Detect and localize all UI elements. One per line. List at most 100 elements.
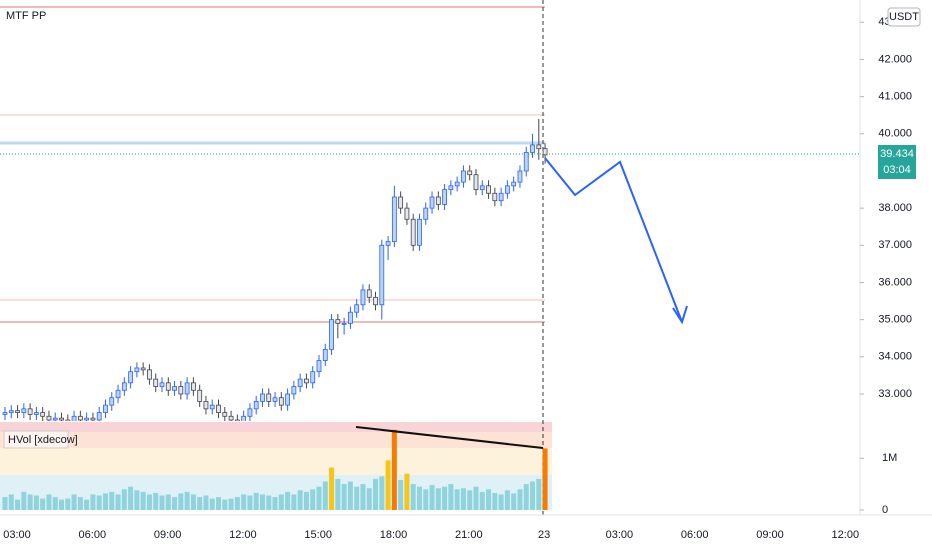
volume-bar [442,486,448,510]
candle-body [247,408,253,417]
volume-bar [109,491,115,510]
candle-body [96,412,102,421]
candle-body [34,412,39,415]
candle-body [260,393,265,402]
x-tick-label: 09:00 [154,529,182,541]
volume-bar [59,499,65,510]
volume-bar [479,491,485,510]
y-tick-label: 36.000 [878,276,912,288]
candle-body [486,185,491,194]
volume-bar [8,494,14,510]
candle-body [404,207,410,220]
y-tick-label: 37.000 [878,239,912,251]
volume-bar [347,481,353,510]
volume-bar [203,495,209,510]
candle-body [448,185,454,190]
candle-body [461,170,466,183]
trend-line [355,426,544,449]
volume-bar [21,491,27,510]
candle-body [71,415,77,421]
candle-body [498,192,504,202]
volume-bar [542,448,548,510]
volume-bar [391,429,397,510]
candle-body [15,410,20,413]
candle-body [222,412,228,417]
price-label-box [878,145,916,179]
volume-bar [40,498,46,510]
candle-body [90,417,96,421]
candle-body [410,218,416,246]
volume-bar [247,495,253,510]
volume-bar [259,494,265,510]
volume-bar [102,493,108,510]
candle-body [341,322,347,325]
volume-bar [530,481,536,510]
volume-bar [15,499,21,510]
band [0,432,552,448]
candle-body [216,404,221,413]
volume-bar [373,478,379,510]
volume-bar [285,491,291,510]
volume-bar [341,484,347,510]
volume-bar [454,489,460,510]
candle-body [379,244,385,306]
currency-box[interactable] [887,7,921,27]
candle-body [52,417,58,421]
volume-bar [71,494,77,510]
candle-body [385,241,391,246]
volume-bar [241,494,247,510]
volume-bar [159,495,165,510]
candle-body [147,369,152,380]
indicator-label: HVol [xdecow] [8,434,78,446]
candle-body [391,196,397,242]
candle-body [266,393,272,402]
volume-bar [360,484,366,510]
volume-bar [486,489,492,510]
candles [2,118,548,421]
candle-body [165,382,171,391]
candle-body [103,404,108,413]
candle-body [492,192,498,202]
candle-body [335,319,341,324]
y-tick-label: 35.000 [878,314,912,326]
candle-body [109,397,115,406]
volume-bar [222,499,228,510]
volume-bar [266,495,272,510]
volume-bar [504,490,510,510]
band [0,448,552,475]
candle-body [134,367,140,373]
candle-body [347,311,353,324]
volume-bar [190,494,196,510]
volume-bar [253,492,259,510]
volume-bar [278,494,284,510]
candle-body [523,151,529,172]
candle-body [115,389,121,399]
candle-body [59,417,64,421]
candle-body [241,415,247,421]
volume-bar [473,486,479,510]
y-tick-label: 34.000 [878,351,912,363]
indicator-title: MTF PP [6,10,46,22]
candle-body [172,386,177,391]
candle-body [46,415,52,421]
last-price: 39.434 [880,148,914,160]
candle-body [21,408,27,413]
x-tick-label: 09:00 [756,529,784,541]
candle-body [530,144,535,153]
candle-body [354,304,360,313]
candle-body [297,378,303,387]
volume-bars [2,429,548,510]
candle-body [435,196,441,205]
candle-body [209,404,215,410]
y-tick-label: 33.000 [878,388,912,400]
volume-bar [121,489,127,510]
x-tick-label: 06:00 [79,529,107,541]
band [0,422,552,432]
volume-bar [178,493,184,510]
candle-body [190,382,196,391]
volume-bar [404,473,410,510]
volume-bar [140,491,146,510]
candle-body [178,386,184,395]
volume-bar [435,488,441,510]
